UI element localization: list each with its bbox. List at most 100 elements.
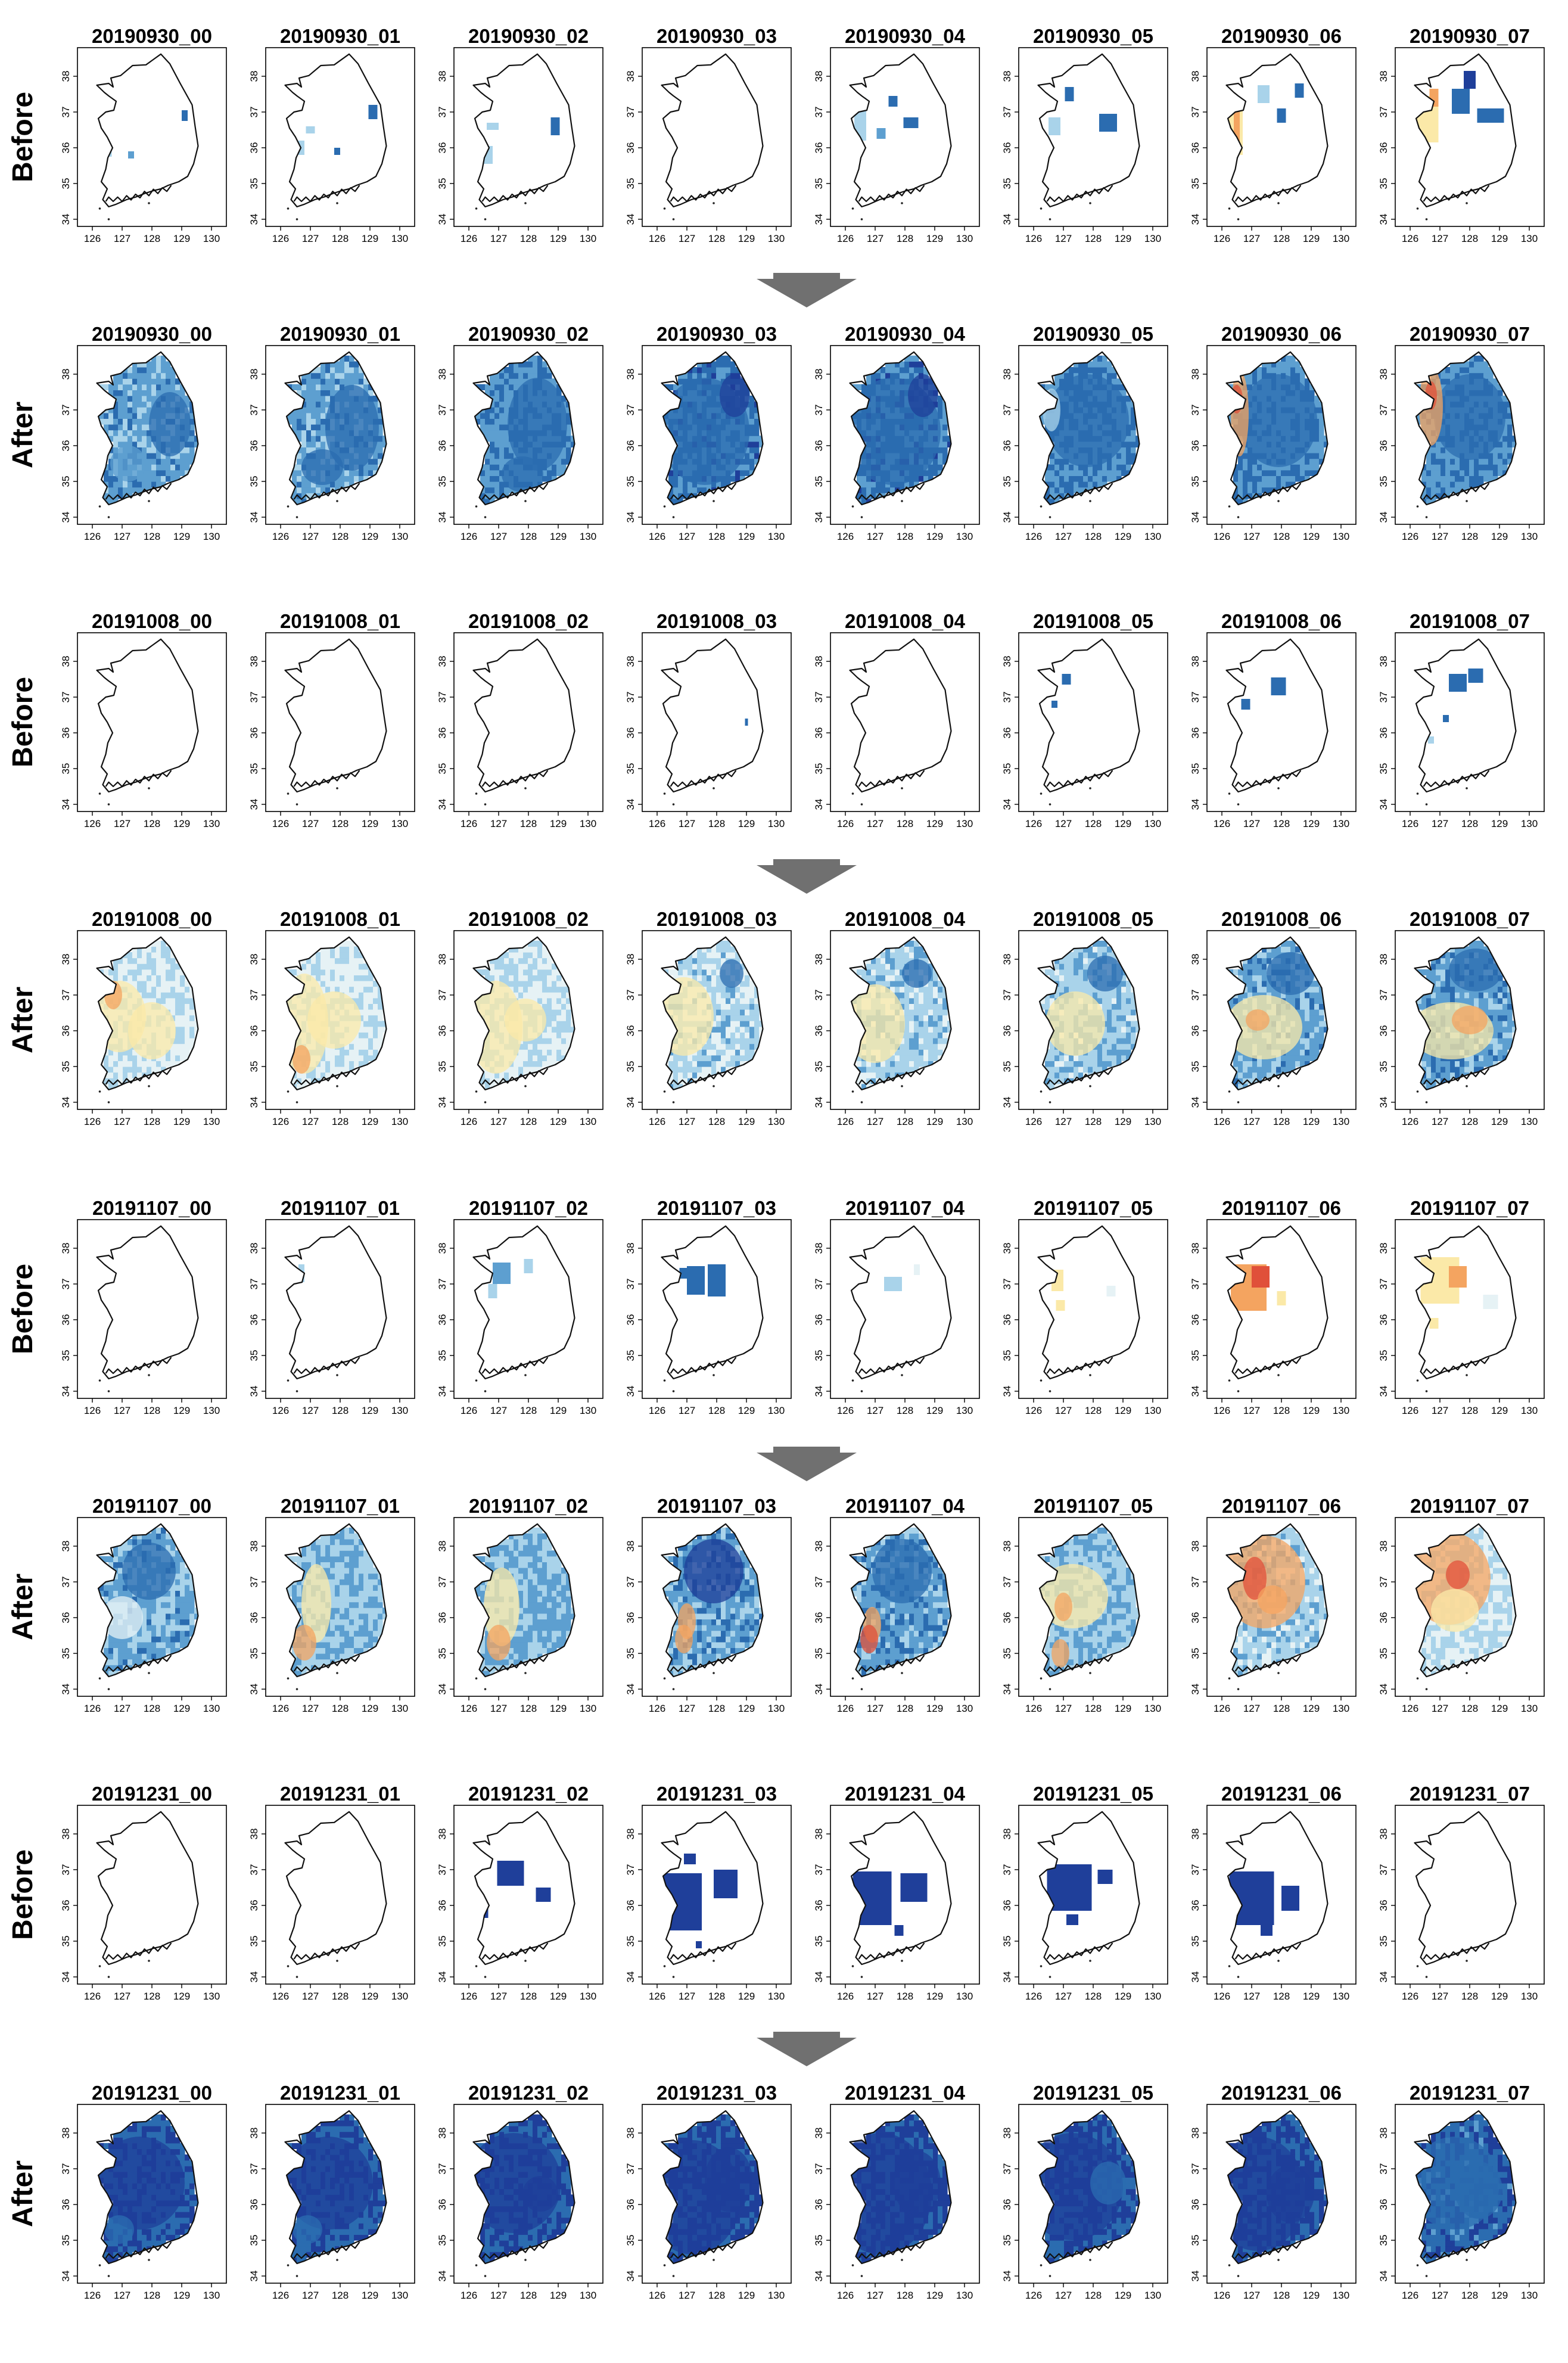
field-cell	[556, 1032, 562, 1039]
field-cell	[349, 957, 354, 964]
field-cell	[118, 390, 123, 396]
field-cell	[552, 986, 557, 993]
field-cell	[1426, 453, 1432, 459]
field-cell	[552, 997, 557, 1004]
field-cell	[368, 997, 374, 1004]
field-cell	[1083, 475, 1088, 482]
field-cell	[292, 481, 297, 488]
field-cell	[113, 447, 119, 453]
field-cell	[928, 464, 934, 471]
field-cell	[697, 367, 702, 374]
field-cell	[561, 1043, 567, 1050]
field-cell	[1319, 424, 1324, 431]
field-cell	[533, 986, 538, 993]
field-cell	[678, 378, 683, 385]
field-cell	[1097, 372, 1103, 379]
field-cell	[485, 430, 490, 436]
field-cell	[1074, 475, 1079, 482]
field-cell	[1112, 378, 1117, 385]
field-cell	[123, 390, 128, 396]
field-cell	[480, 1067, 486, 1073]
field-cell	[325, 963, 331, 970]
field-cell	[175, 1049, 181, 1056]
field-cell	[151, 367, 157, 374]
y-tick-label: 36	[1378, 727, 1389, 739]
field-cell	[1483, 361, 1489, 368]
field-cell	[1069, 464, 1074, 471]
field-cell	[1135, 441, 1140, 447]
field-cell	[1097, 481, 1103, 488]
field-cell	[156, 384, 161, 390]
field-cell	[561, 1032, 567, 1039]
field-cell	[1257, 487, 1262, 493]
coastline	[472, 936, 575, 1091]
field-cell	[1455, 470, 1460, 476]
field-cell	[185, 997, 190, 1004]
field-cell	[175, 458, 181, 465]
field-cell	[344, 946, 350, 953]
x-tick-label: 128	[144, 818, 160, 829]
field-cell	[552, 1026, 557, 1033]
field-cell	[142, 975, 147, 981]
field-cell	[292, 493, 297, 499]
field-cell	[132, 361, 138, 368]
field-cell	[707, 361, 712, 368]
field-cell	[127, 957, 133, 964]
y-tick-label: 38	[437, 656, 448, 667]
field-cell	[166, 986, 171, 993]
field-patch	[1240, 374, 1317, 467]
field-cell	[1267, 367, 1272, 374]
field-cell	[556, 1015, 562, 1021]
field-cell	[537, 1061, 543, 1067]
field-patch	[149, 392, 191, 456]
field-cell	[1295, 372, 1301, 379]
field-cell	[697, 975, 702, 981]
field-cell	[561, 447, 567, 453]
field-cell	[528, 969, 533, 975]
field-cell	[504, 441, 509, 447]
field-cell	[297, 475, 302, 482]
field-cell	[123, 372, 128, 379]
field-cell	[349, 378, 354, 385]
field-cell	[1483, 367, 1489, 374]
field-cell	[707, 367, 712, 374]
field-cell	[316, 378, 321, 385]
field-cell	[363, 1003, 369, 1010]
field-cell	[113, 418, 119, 425]
field-cell	[132, 412, 138, 419]
field-cell	[1252, 470, 1258, 476]
south-coast-detail	[105, 185, 172, 203]
field-cell	[556, 981, 562, 987]
field-cell	[499, 957, 505, 964]
field-cell	[189, 997, 195, 1004]
field-cell	[137, 407, 142, 413]
field-cell	[180, 975, 185, 981]
field-cell	[542, 372, 547, 379]
field-cell	[1102, 372, 1107, 379]
field-cell	[1276, 367, 1281, 374]
field-cell	[494, 1072, 500, 1078]
field-cell	[504, 430, 509, 436]
field-cell	[518, 946, 524, 953]
field-cell	[1498, 464, 1503, 471]
field-cell	[161, 1061, 166, 1067]
field-cell	[919, 361, 924, 368]
field-cell	[316, 401, 321, 408]
field-cell	[1455, 372, 1460, 379]
field-cell	[480, 412, 486, 419]
field-cell	[185, 1003, 190, 1010]
field-cell	[514, 378, 519, 385]
field-cell	[373, 1032, 378, 1039]
panel-title: 20191008_07	[1410, 610, 1530, 632]
row-label-1: Before	[7, 92, 39, 182]
coastline	[472, 351, 575, 506]
field-cell	[180, 981, 185, 987]
field-cell	[861, 493, 867, 499]
island-marker	[1237, 218, 1240, 220]
field-cell	[561, 1015, 567, 1021]
field-cell	[382, 1026, 387, 1033]
field-cell	[151, 963, 157, 970]
field-cell	[142, 952, 147, 959]
